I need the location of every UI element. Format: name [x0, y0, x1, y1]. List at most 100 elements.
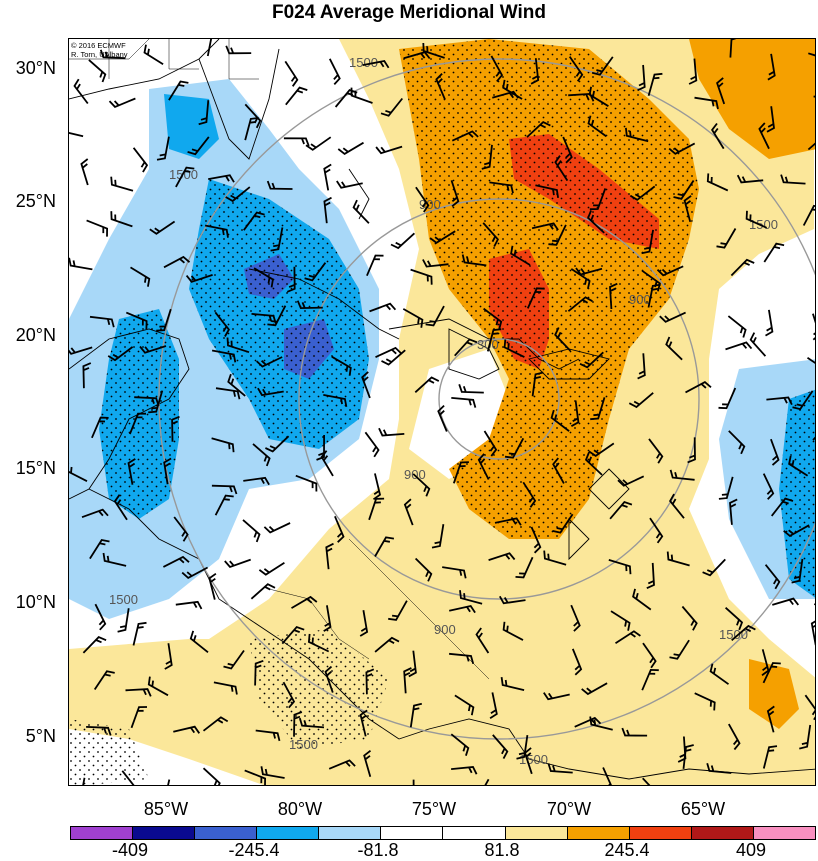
wind-barb	[214, 494, 234, 516]
wind-barb	[458, 384, 484, 394]
wind-barb	[149, 220, 176, 235]
wind-barb	[270, 227, 284, 252]
wind-barb	[255, 729, 281, 742]
colorbar-segment-10	[691, 827, 754, 839]
wind-barb	[807, 142, 815, 151]
wind-barb	[422, 259, 449, 268]
wind-barb	[164, 643, 173, 670]
wind-barb	[647, 283, 661, 308]
wind-barb	[535, 184, 559, 199]
wind-barb	[415, 186, 430, 213]
colorbar-segment-7	[505, 827, 568, 839]
wind-barb	[813, 603, 815, 606]
wind-barb	[641, 229, 654, 255]
wind-barb	[171, 415, 180, 442]
colorbar-segment-4	[319, 827, 382, 839]
wind-barb	[388, 600, 408, 621]
wind-barb	[762, 745, 778, 769]
wind-barb	[148, 390, 164, 414]
wind-barb	[304, 262, 327, 282]
wind-barb	[168, 80, 189, 101]
wind-barb	[163, 255, 191, 269]
wind-barb	[88, 59, 107, 83]
wind-barb	[121, 770, 135, 785]
wind-barb	[736, 174, 764, 184]
map-panel: 300 900 900 900 900 1500 1500 1500 1500 …	[68, 38, 816, 786]
wind-barb	[804, 694, 815, 721]
wind-barb	[685, 381, 712, 394]
lat-label-25: 25°N	[15, 191, 56, 211]
wind-barb	[579, 351, 604, 369]
wind-barb	[173, 725, 201, 734]
wind-barb	[706, 173, 729, 192]
credit-ecmwf: © 2016 ECMWF	[71, 41, 126, 50]
wind-barb	[814, 775, 815, 777]
wind-barb	[108, 97, 136, 108]
contour-label-1500-e: 1500	[289, 737, 318, 752]
wind-barb	[442, 566, 467, 579]
wind-barb	[812, 313, 815, 341]
wind-barb	[224, 558, 252, 569]
wind-barb	[328, 58, 341, 86]
wind-barb	[372, 473, 382, 501]
wind-barb	[499, 595, 526, 605]
wind-barb	[492, 734, 509, 760]
wind-barb	[628, 392, 654, 409]
wind-barb	[143, 44, 164, 66]
colorbar-segment-1	[133, 827, 196, 839]
wind-barb	[408, 650, 417, 678]
wind-barb	[706, 762, 732, 774]
wind-barb	[266, 180, 293, 190]
wind-barbs	[69, 39, 815, 785]
wind-barb	[641, 668, 659, 691]
wind-barb	[515, 556, 534, 579]
wind-barb	[642, 777, 651, 785]
wind-barb	[402, 308, 424, 328]
wind-barb	[494, 517, 522, 526]
wind-barb	[772, 597, 800, 606]
wind-barb	[429, 230, 456, 244]
wind-barb	[81, 508, 109, 519]
wind-barb	[530, 58, 540, 85]
wind-barb	[375, 145, 403, 155]
contour-label-900-c: 900	[434, 622, 456, 637]
wind-barb	[73, 78, 89, 105]
wind-barb	[378, 427, 405, 437]
wind-barb	[369, 302, 397, 313]
wind-barb	[451, 766, 478, 775]
wind-barb	[728, 723, 741, 751]
wind-barb	[669, 639, 690, 660]
wind-barb	[69, 257, 93, 271]
wind-barb	[223, 649, 245, 670]
wind-barb	[762, 473, 775, 500]
wind-barb	[291, 595, 318, 609]
wind-barb	[575, 267, 603, 276]
wind-barb	[452, 461, 469, 484]
wind-barb	[409, 702, 423, 728]
wind-barb	[731, 624, 756, 641]
wind-barb	[286, 266, 296, 293]
wind-barb	[729, 498, 738, 525]
contour-label-300: 300	[477, 337, 499, 352]
wind-barb	[669, 469, 695, 481]
wind-barb	[490, 55, 504, 82]
wind-barb	[450, 733, 470, 756]
colorbar-segment-11	[753, 827, 815, 839]
wind-barb	[331, 355, 352, 376]
wind-barb	[765, 309, 774, 337]
wind-barb	[89, 315, 115, 328]
wind-barb	[587, 210, 605, 234]
wind-barb	[548, 224, 567, 246]
wind-barb	[702, 558, 726, 577]
colorbar-segment-8	[567, 827, 630, 839]
wind-barb	[489, 181, 514, 194]
wind-barb	[570, 400, 580, 427]
wind-barb	[363, 749, 372, 777]
wind-barb	[281, 625, 305, 645]
wind-barb	[481, 144, 493, 170]
wind-barb	[298, 717, 325, 729]
wind-barb	[89, 539, 110, 560]
wind-barb	[316, 434, 325, 461]
wind-barb	[687, 437, 696, 464]
wind-barb	[587, 115, 607, 138]
